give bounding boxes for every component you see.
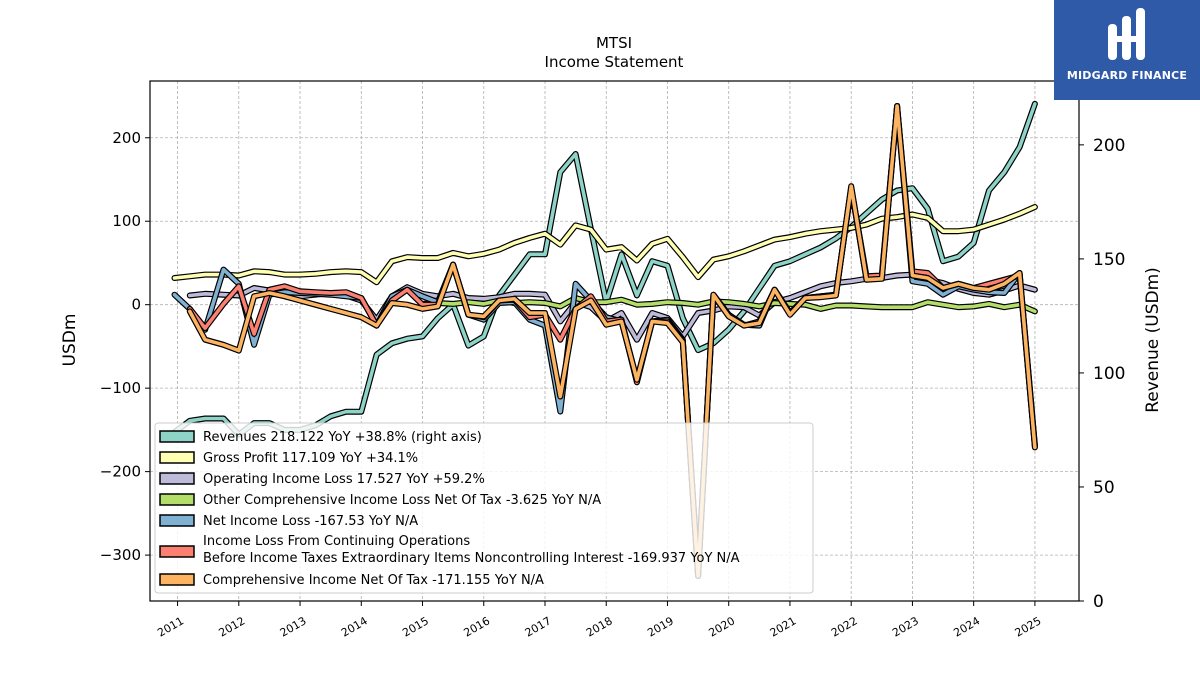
x-tick-label: 2021: [768, 614, 799, 639]
y-axis-left: 200 100 0 −100 −200 −300: [100, 129, 150, 564]
series-gross-profit: [171, 204, 1038, 286]
chart-subtitle: Income Statement: [545, 53, 684, 71]
chart-title: MTSI: [596, 34, 632, 52]
legend-label: Comprehensive Income Net Of Tax -171.155…: [203, 573, 544, 588]
legend-label: Net Income Loss -167.53 YoY N/A: [203, 514, 418, 529]
series-line: [172, 102, 1037, 437]
series-line-outline: [171, 100, 1038, 438]
brand-logo: MIDGARD FINANCE: [1054, 0, 1200, 100]
brand-name: MIDGARD FINANCE: [1066, 69, 1188, 82]
legend-swatch: [159, 451, 195, 464]
y-tick-label: −200: [100, 463, 141, 481]
x-tick-label: 2022: [829, 614, 860, 639]
legend-box: [154, 422, 814, 594]
series-line: [420, 296, 1037, 314]
x-tick-label: 2023: [890, 614, 921, 639]
x-tick-label: 2024: [951, 614, 982, 639]
y-tick-label: −300: [100, 546, 141, 564]
plot-area-frame: [149, 80, 1080, 602]
x-tick-label: 2020: [706, 614, 737, 639]
y-right-tick-label: 100: [1093, 364, 1125, 384]
y-right-tick-label: 0: [1093, 592, 1104, 612]
series-revenues: [171, 100, 1038, 438]
legend-label: Other Comprehensive Income Loss Net Of T…: [203, 493, 601, 508]
x-axis: 2011 2012 2013 2014 2015 2016 2017 2018 2019 2020…: [155, 601, 1043, 640]
series-lines: [171, 100, 1038, 579]
legend-label-line2: Before Income Taxes Extraordinary Items …: [203, 551, 740, 566]
legend-swatch: [159, 545, 195, 558]
x-tick-label: 2016: [462, 614, 493, 639]
y-tick-label: 0: [131, 296, 141, 314]
legend-swatch: [159, 573, 195, 586]
y-tick-label: 200: [112, 129, 141, 147]
x-tick-label: 2015: [400, 614, 431, 639]
series-line: [172, 205, 1037, 285]
y-axis-left-label: USDm: [60, 314, 80, 367]
legend-label: Gross Profit 117.109 YoY +34.1%: [203, 451, 418, 466]
y-axis-right-label: Revenue (USDm): [1143, 267, 1163, 413]
y-tick-label: 100: [112, 212, 141, 230]
legend-swatch: [159, 514, 195, 527]
legend-swatch: [159, 430, 195, 443]
x-tick-label: 2013: [278, 614, 309, 639]
legend-label: Operating Income Loss 17.527 YoY +59.2%: [203, 472, 485, 487]
legend-label: Revenues 218.122 YoY +38.8% (right axis): [203, 430, 482, 445]
legend: Revenues 218.122 YoY +38.8% (right axis)…: [154, 422, 814, 594]
x-tick-label: 2018: [584, 614, 615, 639]
x-tick-label: 2019: [645, 614, 676, 639]
x-tick-label: 2011: [155, 614, 186, 639]
series-other-comprehensive-income-loss-net-of-tax: [419, 295, 1038, 315]
midgard-logo-icon: [1108, 8, 1145, 60]
x-tick-label: 2025: [1013, 614, 1044, 639]
legend-swatch: [159, 472, 195, 485]
series-comprehensive-income-net-of-tax: [186, 103, 1038, 579]
series-line: [188, 104, 1037, 578]
y-right-tick-label: 150: [1093, 250, 1125, 270]
y-right-tick-label: 200: [1093, 136, 1125, 156]
y-axis-right: 200 150 100 50 0: [1079, 136, 1125, 612]
legend-swatch: [159, 493, 195, 506]
x-tick-label: 2012: [217, 614, 248, 639]
x-tick-label: 2017: [523, 614, 554, 639]
x-tick-label: 2014: [339, 614, 370, 639]
legend-label-line1: Income Loss From Continuing Operations: [203, 534, 470, 549]
y-right-tick-label: 50: [1093, 478, 1115, 498]
y-tick-label: −100: [100, 379, 141, 397]
